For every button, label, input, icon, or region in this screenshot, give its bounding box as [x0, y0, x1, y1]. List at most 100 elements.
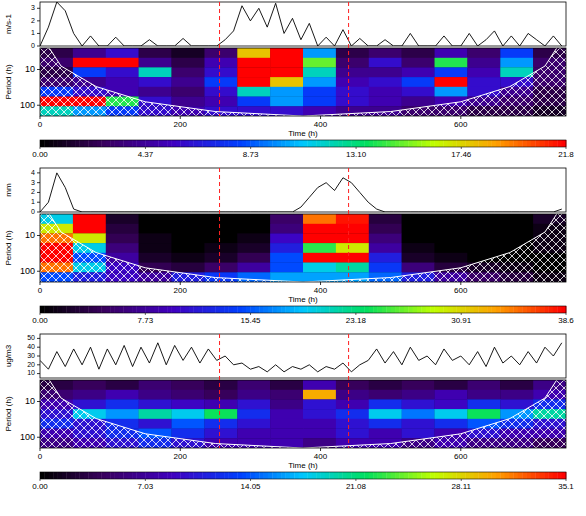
colorbar-swatch — [413, 140, 418, 147]
heatmap-cell — [204, 253, 237, 263]
heatmap-cell — [172, 429, 205, 439]
colorbar-swatch — [132, 472, 137, 479]
time-tick — [180, 116, 181, 119]
series-group — [40, 173, 562, 212]
colorbar-swatch — [202, 140, 207, 147]
heatmap-cell — [204, 233, 237, 243]
colorbar-swatch — [180, 306, 185, 313]
colorbar-swatch — [378, 140, 383, 147]
heatmap-cell — [435, 419, 468, 429]
colorbar-swatch — [193, 472, 198, 479]
colorbar-swatch — [421, 306, 426, 313]
heatmap-cell — [369, 390, 402, 400]
colorbar-swatch — [172, 306, 177, 313]
colorbar-swatch — [522, 306, 527, 313]
colorbar-swatch — [329, 140, 334, 147]
colorbar-swatch — [84, 140, 89, 147]
colorbar-tick-label: 8.73 — [243, 150, 259, 159]
colorbar-swatch — [115, 140, 120, 147]
heatmap-cell — [303, 243, 336, 253]
colorbar-swatch — [303, 472, 308, 479]
heatmap-cell — [139, 48, 172, 58]
colorbar-swatch — [62, 306, 67, 313]
colorbar-swatch — [233, 472, 238, 479]
colorbar-swatch — [277, 140, 282, 147]
heatmap-cell — [270, 77, 303, 87]
series-tick — [37, 192, 40, 193]
colorbar-swatch — [242, 306, 247, 313]
colorbar-swatch — [268, 306, 273, 313]
time-axis-title: Time (h) — [288, 129, 318, 138]
colorbar-tick-label: 0.00 — [32, 150, 48, 159]
colorbar-swatch — [518, 140, 523, 147]
colorbar-tick-label: 7.03 — [138, 482, 154, 491]
colorbar-swatch — [128, 306, 133, 313]
heatmap-cell — [303, 429, 336, 439]
heatmap-cell — [237, 77, 270, 87]
heatmap-cell — [435, 48, 468, 58]
colorbar-swatch — [88, 306, 93, 313]
heatmap-cell — [270, 253, 303, 263]
period-tick-label: 100 — [20, 432, 35, 442]
colorbar-swatch — [185, 140, 190, 147]
colorbar-swatch — [527, 472, 532, 479]
heatmap-cell — [467, 380, 500, 390]
colorbar-swatch — [246, 306, 251, 313]
colorbar-swatch — [136, 140, 141, 147]
heatmap-cell — [336, 419, 369, 429]
colorbar-swatch — [465, 472, 470, 479]
heatmap-cell — [336, 48, 369, 58]
colorbar-tick — [355, 479, 356, 481]
colorbar-swatch — [207, 472, 212, 479]
colorbar-swatch — [294, 306, 299, 313]
heatmap-cell — [467, 243, 500, 253]
time-tick-label: 200 — [174, 120, 188, 129]
heatmap-cell — [336, 58, 369, 68]
colorbar-swatch — [562, 140, 567, 147]
colorbar-swatch — [321, 472, 326, 479]
colorbar-swatch — [71, 306, 76, 313]
heatmap-cell — [402, 214, 435, 224]
heatmap-cell — [336, 97, 369, 107]
heatmap-cell — [336, 214, 369, 224]
colorbar-swatch — [364, 306, 369, 313]
heatmap-cell — [172, 263, 205, 273]
time-tick-label: 200 — [174, 452, 188, 461]
colorbar-swatch — [163, 306, 168, 313]
heatmap-cell — [303, 253, 336, 263]
heatmap-cell — [435, 87, 468, 97]
heatmap-cell — [106, 67, 139, 77]
time-tick — [40, 448, 41, 451]
colorbar-swatch — [224, 140, 229, 147]
colorbar-swatch — [522, 140, 527, 147]
colorbar-swatch — [513, 472, 518, 479]
colorbar-swatch — [272, 472, 277, 479]
heatmap-frame — [40, 48, 566, 116]
colorbar-swatch — [417, 140, 422, 147]
colorbar-swatch — [268, 140, 273, 147]
colorbar-swatch — [470, 472, 475, 479]
colorbar-swatch — [255, 306, 260, 313]
colorbar-swatch — [79, 306, 84, 313]
time-tick — [460, 448, 461, 451]
time-tick-label: 200 — [174, 286, 188, 295]
colorbar-swatch — [351, 472, 356, 479]
colorbar-swatch — [189, 472, 194, 479]
colorbar-swatch — [281, 472, 286, 479]
series-tick-label: 40 — [27, 343, 35, 350]
heatmap-cell — [204, 58, 237, 68]
heatmap-cell — [303, 87, 336, 97]
series-tick-label: 30 — [27, 352, 35, 359]
heatmap-cell — [270, 97, 303, 107]
heatmap-cell — [204, 97, 237, 107]
heatmap-cell — [204, 67, 237, 77]
colorbar-swatch — [154, 472, 159, 479]
colorbar-swatch — [544, 306, 549, 313]
heatmap-cell — [500, 380, 533, 390]
heatmap-cell — [237, 48, 270, 58]
colorbar-swatch — [128, 472, 133, 479]
time-tick-label: 0 — [38, 286, 43, 295]
colorbar-swatch — [548, 472, 553, 479]
colorbar-swatch — [456, 140, 461, 147]
heatmap-cell — [172, 380, 205, 390]
